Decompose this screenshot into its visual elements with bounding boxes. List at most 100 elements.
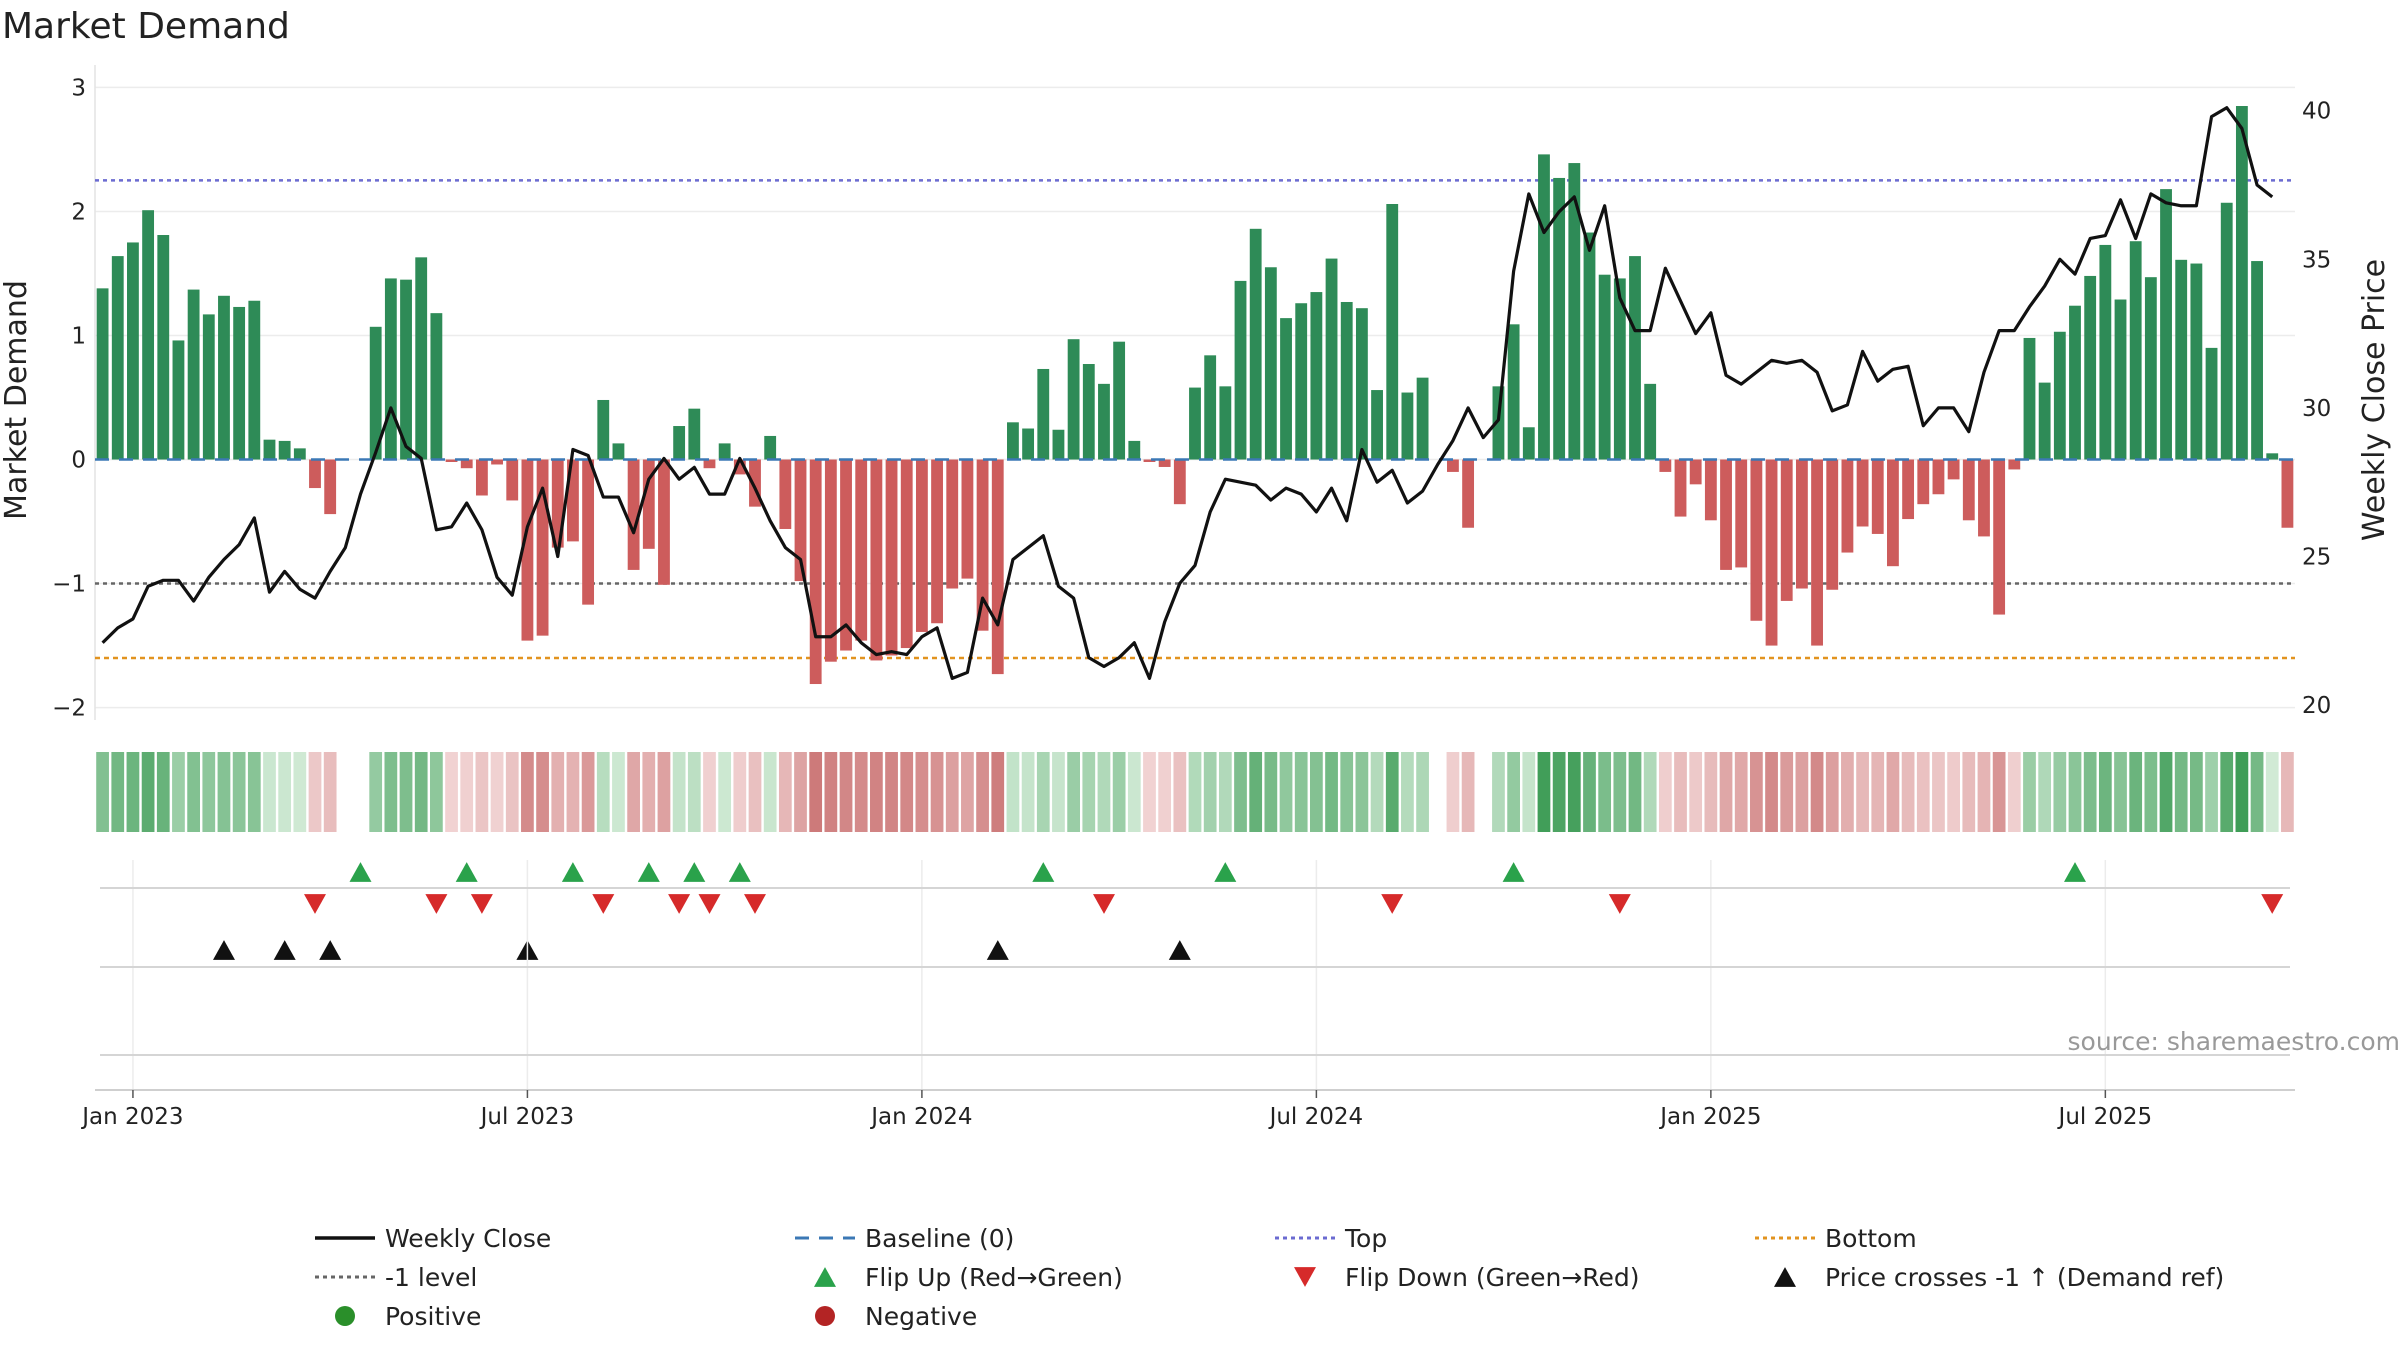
demand-bar (369, 326, 382, 460)
demand-bar (536, 459, 549, 636)
flip-down-marker (698, 894, 721, 914)
demand-bar (2023, 337, 2036, 460)
demand-bar (2008, 459, 2021, 470)
demand-bar (2235, 106, 2248, 460)
strip-cell (1021, 752, 1035, 832)
demand-bar (627, 459, 640, 570)
demand-bar (430, 313, 443, 460)
demand-bar (900, 459, 913, 649)
legend-swatch-dot (815, 1306, 835, 1326)
legend-item: -1 level (315, 1263, 477, 1292)
demand-bar (1325, 258, 1338, 460)
strip-cell (763, 752, 777, 832)
strip-cell (1052, 752, 1065, 832)
y-tick-label: −2 (52, 696, 86, 722)
demand-bar (278, 440, 291, 460)
demand-bar (1264, 267, 1277, 460)
strip-cell (126, 752, 140, 832)
demand-bars (95, 106, 2295, 685)
strip-cell (490, 752, 504, 832)
demand-bar (1780, 459, 1793, 601)
legend-item: Price crosses -1 ↑ (Demand ref) (1774, 1263, 2224, 1292)
y-tick-label: −1 (52, 572, 86, 598)
flip-down-marker (470, 894, 493, 914)
strip-cell (2083, 752, 2097, 832)
demand-bar (688, 408, 701, 460)
strip-cell (2007, 752, 2021, 832)
demand-bar (1098, 383, 1110, 460)
x-tick-label: Jul 2025 (2057, 1104, 2153, 1130)
strip-cell (202, 752, 216, 832)
strip-cell (293, 752, 307, 832)
strip-cell (1704, 752, 1718, 832)
flip-down-marker (304, 894, 326, 914)
flip-down-marker (1381, 894, 1404, 914)
strip-cell (794, 752, 807, 832)
demand-bar (946, 459, 959, 589)
demand-bar (1462, 459, 1475, 528)
demand-bar (612, 443, 625, 460)
demand-bar (1674, 459, 1687, 517)
demand-bar (521, 459, 534, 641)
strip-cell (247, 752, 261, 832)
strip-cell (718, 752, 732, 832)
legend-item: Baseline (0) (795, 1224, 1014, 1253)
strip-cell (930, 752, 944, 832)
demand-bar (1902, 459, 1915, 520)
strip-cell (748, 752, 762, 832)
demand-bar (976, 459, 989, 631)
strip-cell (733, 752, 747, 832)
demand-bar (491, 459, 503, 465)
demand-bar (1189, 387, 1201, 460)
demand-bar (172, 340, 185, 460)
demand-bar (506, 459, 519, 501)
demand-bar (1204, 355, 1217, 460)
y2-tick-label: 25 (2302, 545, 2331, 571)
demand-bar (1128, 440, 1141, 460)
strip-cell (1143, 752, 1156, 832)
strip-cell (1719, 752, 1733, 832)
price-cross-marker (1168, 940, 1191, 960)
strip-cell (2129, 752, 2143, 832)
flip-up-marker (637, 862, 660, 882)
strip-cell (915, 752, 929, 832)
demand-bar (1386, 204, 1399, 460)
flip-down-marker (2261, 894, 2284, 914)
legend-swatch-triangle (1294, 1267, 1316, 1287)
flip-down-marker (425, 894, 448, 914)
event-markers (213, 862, 2284, 960)
demand-bar (384, 278, 397, 460)
strip-cell (505, 752, 519, 832)
legend-label: -1 level (385, 1263, 477, 1292)
demand-bar (642, 459, 655, 549)
strip-cell (1962, 752, 1976, 832)
strip-cell (1795, 752, 1809, 832)
demand-bar (2220, 202, 2233, 460)
strip-cell (1234, 752, 1247, 832)
strip-cell (657, 752, 671, 832)
demand-bar (885, 459, 898, 656)
demand-bar (1978, 459, 1990, 537)
strip-cell (1689, 752, 1703, 832)
legend: Weekly Close Baseline (0) Top Bottom -1 leve… (315, 1224, 2224, 1331)
strip-cell (460, 752, 474, 832)
y-tick-label: 1 (71, 323, 86, 349)
demand-bar (2190, 263, 2203, 460)
demand-bar (2129, 241, 2142, 460)
strip-cell (1947, 752, 1960, 832)
strip-cell (1385, 752, 1399, 832)
strip-cell (399, 752, 413, 832)
demand-bar (2160, 189, 2172, 460)
strip-cell (2281, 752, 2294, 832)
demand-bar (248, 300, 261, 460)
demand-bar (415, 257, 428, 460)
legend-item: Negative (815, 1302, 977, 1331)
strip-cell (2159, 752, 2173, 832)
demand-bar (1082, 364, 1095, 460)
strip-cell (1127, 752, 1141, 832)
x-tick-label: Jul 2024 (1268, 1104, 1364, 1130)
strip-cell (1082, 752, 1096, 832)
flip-down-marker (1093, 894, 1115, 914)
strip-cell (1416, 752, 1429, 832)
flip-up-marker (2064, 862, 2086, 882)
